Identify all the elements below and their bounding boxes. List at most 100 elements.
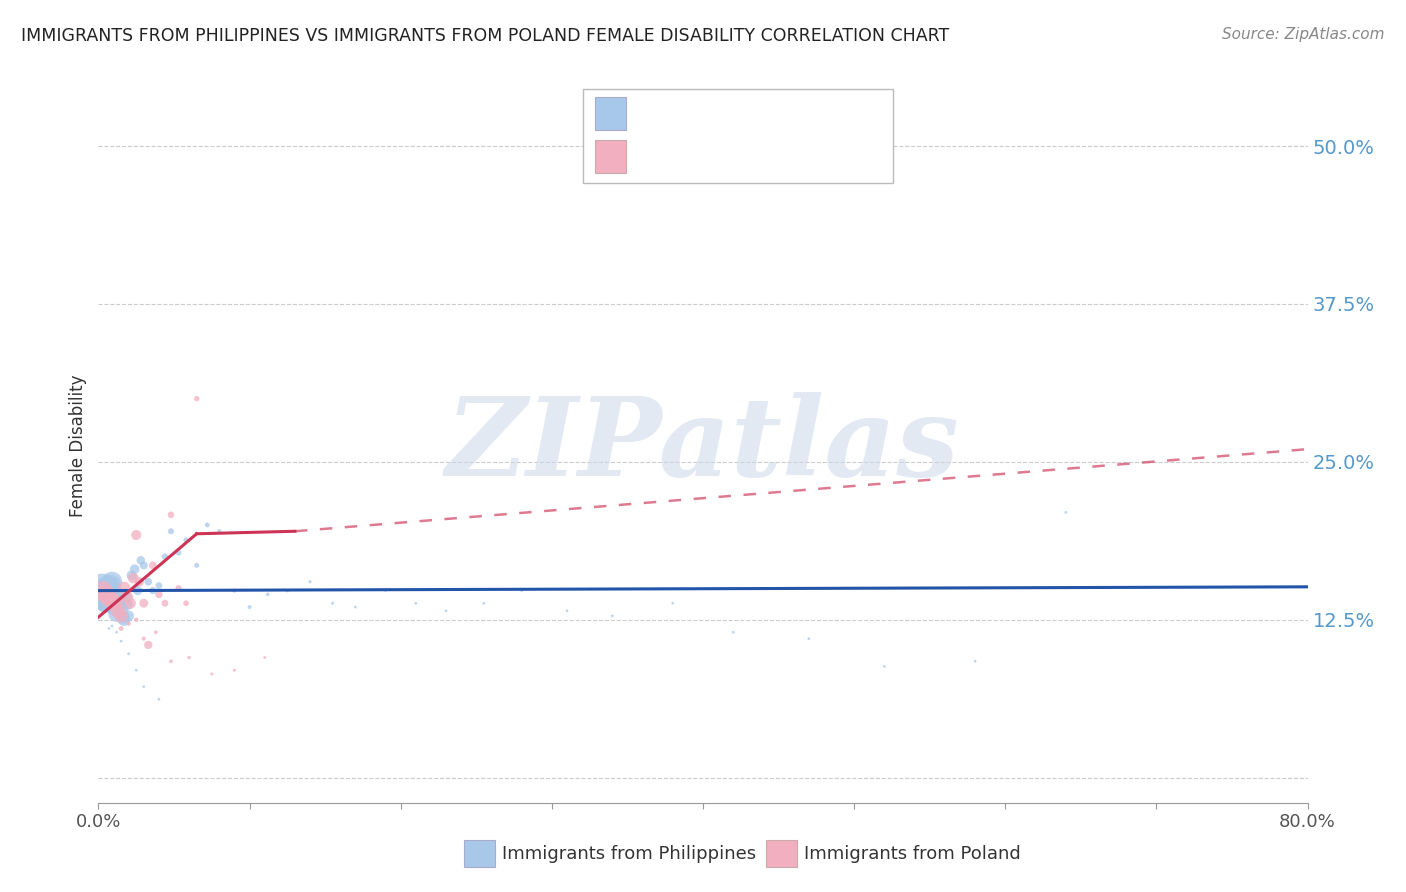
Point bbox=[510, 583, 533, 598]
Point bbox=[93, 590, 115, 604]
Point bbox=[118, 616, 141, 631]
Point bbox=[148, 692, 170, 706]
Point bbox=[101, 593, 124, 607]
Point bbox=[127, 583, 149, 598]
Point bbox=[132, 596, 155, 610]
Point bbox=[160, 508, 183, 522]
Text: N =: N = bbox=[742, 147, 789, 168]
Point bbox=[94, 587, 117, 601]
Point bbox=[153, 596, 176, 610]
Point bbox=[145, 625, 167, 640]
Point bbox=[120, 596, 142, 610]
Text: N =: N = bbox=[742, 105, 789, 126]
Point bbox=[555, 604, 578, 618]
Point bbox=[98, 622, 121, 636]
Point bbox=[110, 608, 132, 623]
Point bbox=[253, 650, 276, 665]
Point bbox=[103, 587, 125, 601]
Point bbox=[128, 574, 150, 589]
Y-axis label: Female Disability: Female Disability bbox=[69, 375, 87, 517]
Text: Source: ZipAtlas.com: Source: ZipAtlas.com bbox=[1222, 27, 1385, 42]
Point bbox=[136, 638, 159, 652]
Point bbox=[167, 546, 190, 560]
Text: 32: 32 bbox=[783, 147, 813, 168]
Point bbox=[96, 581, 118, 595]
Point bbox=[110, 634, 132, 648]
Point bbox=[153, 549, 176, 564]
Text: IMMIGRANTS FROM PHILIPPINES VS IMMIGRANTS FROM POLAND FEMALE DISABILITY CORRELAT: IMMIGRANTS FROM PHILIPPINES VS IMMIGRANT… bbox=[21, 27, 949, 45]
Point bbox=[142, 558, 165, 573]
Point bbox=[208, 524, 231, 539]
Point bbox=[797, 632, 820, 646]
Point bbox=[121, 568, 143, 582]
Point bbox=[661, 596, 683, 610]
Point bbox=[107, 591, 129, 606]
Point bbox=[114, 590, 136, 604]
Point bbox=[125, 613, 148, 627]
Point bbox=[344, 600, 367, 615]
Point bbox=[186, 392, 208, 406]
Point bbox=[167, 581, 190, 595]
Point bbox=[101, 619, 124, 633]
Text: Immigrants from Philippines: Immigrants from Philippines bbox=[502, 845, 756, 863]
Point bbox=[322, 596, 344, 610]
Point bbox=[195, 517, 218, 532]
Point bbox=[374, 583, 396, 598]
Point bbox=[100, 578, 122, 592]
Point bbox=[108, 596, 131, 610]
Point bbox=[104, 596, 127, 610]
Point bbox=[122, 571, 145, 585]
Point bbox=[110, 622, 132, 636]
Point bbox=[101, 574, 124, 589]
Point bbox=[965, 654, 987, 668]
Point bbox=[112, 613, 135, 627]
Point bbox=[256, 587, 278, 601]
Point bbox=[405, 596, 427, 610]
Point bbox=[132, 680, 155, 694]
Point bbox=[186, 558, 208, 573]
Point bbox=[91, 583, 114, 598]
Point bbox=[148, 587, 170, 601]
Point bbox=[98, 583, 121, 598]
Point bbox=[90, 583, 112, 598]
Point bbox=[118, 647, 141, 661]
Text: R =: R = bbox=[637, 147, 682, 168]
Text: 0.249: 0.249 bbox=[679, 147, 745, 168]
Point bbox=[299, 574, 322, 589]
Text: Immigrants from Poland: Immigrants from Poland bbox=[804, 845, 1021, 863]
Point bbox=[104, 600, 127, 615]
Point bbox=[115, 590, 138, 604]
Text: 62: 62 bbox=[783, 105, 813, 126]
Point bbox=[723, 625, 745, 640]
Point bbox=[239, 600, 262, 615]
Point bbox=[224, 583, 246, 598]
Point bbox=[136, 574, 159, 589]
Point bbox=[110, 602, 132, 616]
Point bbox=[434, 604, 457, 618]
Point bbox=[224, 663, 246, 677]
Point bbox=[91, 587, 114, 601]
Point bbox=[1054, 505, 1077, 519]
Point bbox=[174, 533, 197, 547]
Point bbox=[98, 591, 121, 606]
Point bbox=[174, 596, 197, 610]
Point bbox=[201, 667, 224, 681]
Point bbox=[125, 663, 148, 677]
Point bbox=[105, 625, 128, 640]
Point bbox=[148, 578, 170, 592]
Point bbox=[132, 632, 155, 646]
Text: R =: R = bbox=[637, 105, 682, 126]
Point bbox=[602, 608, 624, 623]
Text: ZIPatlas: ZIPatlas bbox=[446, 392, 960, 500]
Point bbox=[160, 654, 183, 668]
Point bbox=[124, 562, 146, 576]
Point bbox=[118, 608, 141, 623]
Point bbox=[115, 598, 138, 612]
Point bbox=[112, 581, 135, 595]
Point bbox=[111, 610, 134, 624]
Point bbox=[472, 596, 495, 610]
Point bbox=[105, 607, 128, 621]
Point bbox=[132, 558, 155, 573]
Point bbox=[107, 604, 129, 618]
Point bbox=[276, 583, 298, 598]
